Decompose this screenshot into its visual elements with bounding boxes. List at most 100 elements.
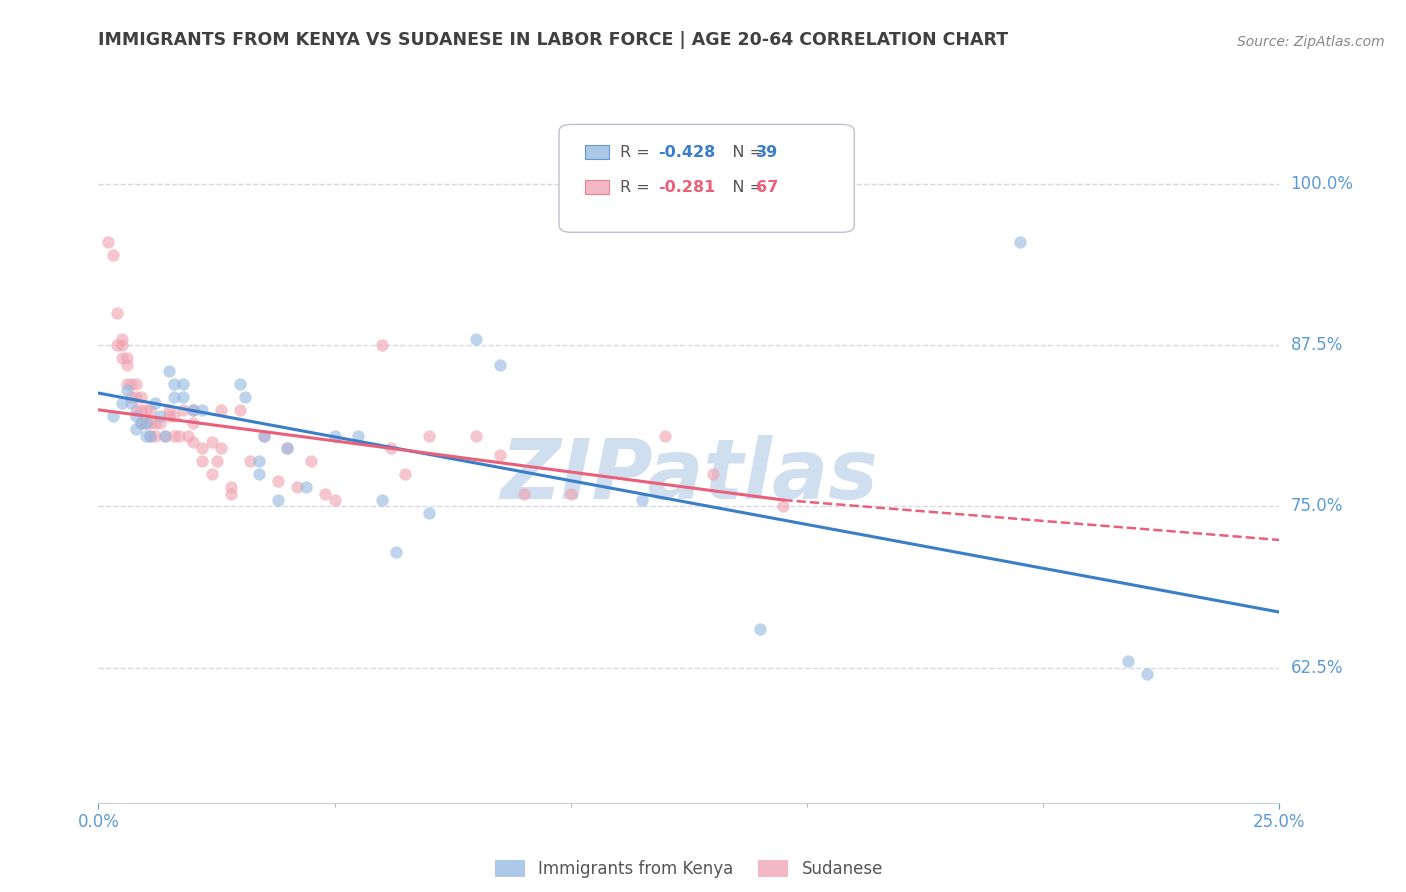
Point — [748, 622, 770, 636]
Point — [125, 409, 148, 424]
Point — [229, 402, 252, 417]
Point — [111, 332, 134, 346]
Point — [205, 454, 228, 468]
Text: 75.0%: 75.0% — [1291, 498, 1343, 516]
FancyBboxPatch shape — [585, 180, 609, 194]
Point — [157, 409, 180, 424]
Point — [115, 377, 138, 392]
Point — [201, 435, 224, 450]
Point — [153, 428, 176, 442]
Point — [125, 422, 148, 436]
Text: R =: R = — [620, 179, 661, 194]
Point — [129, 416, 152, 430]
Point — [143, 428, 166, 442]
Point — [101, 409, 124, 424]
Text: 39: 39 — [756, 145, 779, 160]
Point — [129, 402, 152, 417]
Point — [1008, 235, 1031, 250]
FancyBboxPatch shape — [585, 145, 609, 159]
Point — [247, 467, 270, 482]
Point — [465, 428, 488, 442]
Point — [163, 428, 186, 442]
Point — [489, 448, 512, 462]
Point — [229, 377, 252, 392]
Point — [129, 416, 152, 430]
Point — [247, 454, 270, 468]
Point — [121, 396, 143, 410]
Point — [418, 506, 440, 520]
Point — [276, 442, 298, 456]
Point — [1116, 654, 1139, 668]
Point — [111, 338, 134, 352]
Point — [191, 454, 214, 468]
Point — [209, 402, 232, 417]
Point — [465, 332, 488, 346]
Point — [295, 480, 318, 494]
Point — [201, 467, 224, 482]
Point — [654, 428, 676, 442]
Point — [285, 480, 308, 494]
Point — [121, 377, 143, 392]
Point — [233, 390, 256, 404]
Point — [380, 442, 402, 456]
Point — [163, 377, 186, 392]
Text: ZIPatlas: ZIPatlas — [501, 435, 877, 516]
Point — [101, 248, 124, 262]
Point — [181, 402, 204, 417]
Point — [191, 442, 214, 456]
Point — [143, 416, 166, 430]
Point — [135, 402, 157, 417]
Point — [181, 402, 204, 417]
Point — [239, 454, 262, 468]
Text: IMMIGRANTS FROM KENYA VS SUDANESE IN LABOR FORCE | AGE 20-64 CORRELATION CHART: IMMIGRANTS FROM KENYA VS SUDANESE IN LAB… — [98, 31, 1008, 49]
Point — [135, 428, 157, 442]
Text: N =: N = — [717, 145, 769, 160]
Text: -0.281: -0.281 — [658, 179, 716, 194]
Point — [163, 409, 186, 424]
Point — [181, 435, 204, 450]
Text: R =: R = — [620, 145, 655, 160]
Point — [105, 306, 128, 320]
Point — [560, 486, 582, 500]
Point — [105, 338, 128, 352]
Point — [115, 384, 138, 398]
Legend: Immigrants from Kenya, Sudanese: Immigrants from Kenya, Sudanese — [488, 853, 890, 884]
Text: 87.5%: 87.5% — [1291, 336, 1343, 354]
Text: 100.0%: 100.0% — [1291, 176, 1354, 194]
Point — [149, 409, 172, 424]
Point — [121, 390, 143, 404]
Point — [253, 428, 276, 442]
Point — [267, 474, 290, 488]
Point — [177, 428, 200, 442]
Point — [139, 416, 162, 430]
Point — [153, 428, 176, 442]
Point — [97, 235, 120, 250]
Point — [418, 428, 440, 442]
Point — [172, 402, 194, 417]
Point — [125, 390, 148, 404]
Point — [115, 358, 138, 372]
Point — [371, 493, 394, 508]
Text: Source: ZipAtlas.com: Source: ZipAtlas.com — [1237, 35, 1385, 49]
Point — [394, 467, 416, 482]
Point — [172, 390, 194, 404]
Point — [129, 390, 152, 404]
Point — [115, 351, 138, 366]
Point — [489, 358, 512, 372]
Point — [111, 351, 134, 366]
Text: N =: N = — [717, 179, 769, 194]
Point — [181, 416, 204, 430]
Point — [135, 416, 157, 430]
Point — [209, 442, 232, 456]
Point — [219, 480, 242, 494]
Point — [385, 544, 408, 558]
Point — [191, 402, 214, 417]
Point — [772, 500, 794, 514]
Point — [323, 493, 346, 508]
Point — [135, 416, 157, 430]
Point — [163, 390, 186, 404]
Point — [167, 428, 190, 442]
Point — [139, 402, 162, 417]
Point — [111, 396, 134, 410]
Point — [219, 486, 242, 500]
